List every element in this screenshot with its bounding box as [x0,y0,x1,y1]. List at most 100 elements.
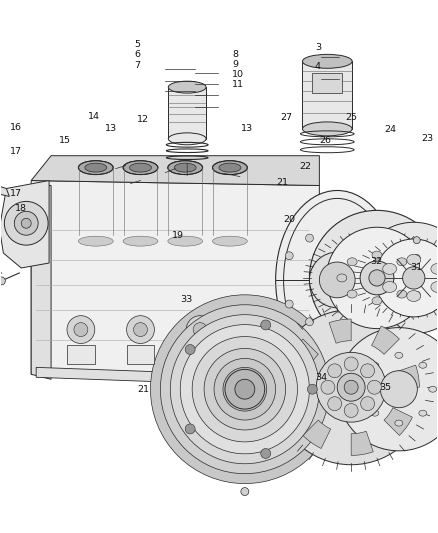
Ellipse shape [395,352,403,358]
Circle shape [367,380,381,394]
Ellipse shape [123,236,158,246]
Circle shape [285,300,293,308]
Circle shape [381,252,389,260]
Circle shape [344,380,358,394]
Text: 35: 35 [379,383,391,392]
Polygon shape [36,367,309,387]
Circle shape [326,227,427,329]
Text: 27: 27 [280,112,292,122]
Circle shape [403,267,425,289]
Text: 17: 17 [10,147,22,156]
Polygon shape [0,181,9,197]
Ellipse shape [407,290,421,302]
Polygon shape [31,156,319,185]
Circle shape [413,255,420,262]
Circle shape [413,271,420,278]
Circle shape [204,349,286,430]
Ellipse shape [372,297,382,305]
Wedge shape [351,431,373,455]
Text: 26: 26 [319,136,331,145]
Ellipse shape [219,163,241,172]
Bar [312,73,342,93]
Ellipse shape [383,281,397,293]
Wedge shape [283,387,307,409]
Text: 23: 23 [421,134,434,143]
Ellipse shape [168,236,203,246]
Wedge shape [329,319,351,343]
Text: 6: 6 [134,50,141,59]
Polygon shape [67,344,95,365]
Ellipse shape [78,236,113,246]
Circle shape [235,379,255,399]
Circle shape [337,373,365,401]
Circle shape [67,316,95,343]
Ellipse shape [419,362,427,368]
Circle shape [381,300,389,308]
Text: 10: 10 [232,70,244,79]
Ellipse shape [78,160,113,175]
Ellipse shape [371,410,379,416]
Circle shape [413,292,420,298]
Circle shape [185,424,195,434]
Wedge shape [371,326,399,354]
Ellipse shape [303,122,352,136]
Circle shape [360,364,374,378]
Circle shape [375,239,438,317]
Polygon shape [186,344,214,365]
Ellipse shape [395,420,403,426]
Text: 7: 7 [134,61,141,70]
Ellipse shape [85,163,107,172]
Text: 5: 5 [134,39,141,49]
Circle shape [361,234,369,242]
Circle shape [186,316,214,343]
Ellipse shape [372,251,382,259]
Ellipse shape [431,263,438,274]
Text: 34: 34 [315,373,327,382]
Text: 13: 13 [105,124,117,133]
Circle shape [214,358,276,420]
Ellipse shape [168,133,206,145]
Ellipse shape [168,81,206,93]
Text: 32: 32 [371,257,382,266]
Text: 4: 4 [315,62,321,71]
Ellipse shape [397,258,407,266]
Circle shape [127,316,155,343]
Circle shape [344,403,358,417]
Ellipse shape [303,54,352,68]
Text: 24: 24 [385,125,396,134]
Circle shape [246,316,274,343]
Circle shape [306,318,314,326]
Circle shape [306,234,314,242]
Circle shape [358,222,438,334]
Polygon shape [127,344,155,365]
Ellipse shape [276,190,399,369]
Circle shape [307,384,318,394]
Text: 9: 9 [232,60,238,69]
Ellipse shape [130,163,152,172]
Circle shape [0,277,5,285]
Circle shape [225,369,265,409]
Ellipse shape [431,281,438,293]
Polygon shape [246,344,274,365]
Ellipse shape [337,274,347,282]
Ellipse shape [174,163,196,172]
Text: 31: 31 [410,263,423,272]
Circle shape [360,261,394,295]
Text: 22: 22 [300,163,311,172]
Text: 19: 19 [172,231,184,240]
Bar [303,61,352,129]
Text: 16: 16 [10,123,22,132]
Circle shape [261,448,271,458]
Circle shape [170,314,319,464]
Ellipse shape [347,290,357,298]
Circle shape [369,270,385,286]
Text: 15: 15 [59,136,71,145]
Circle shape [328,397,342,410]
Wedge shape [384,408,413,435]
Circle shape [160,305,329,474]
Text: 33: 33 [180,295,193,304]
Circle shape [274,310,429,465]
Circle shape [4,201,48,245]
Circle shape [344,357,358,371]
Text: 11: 11 [232,80,244,90]
